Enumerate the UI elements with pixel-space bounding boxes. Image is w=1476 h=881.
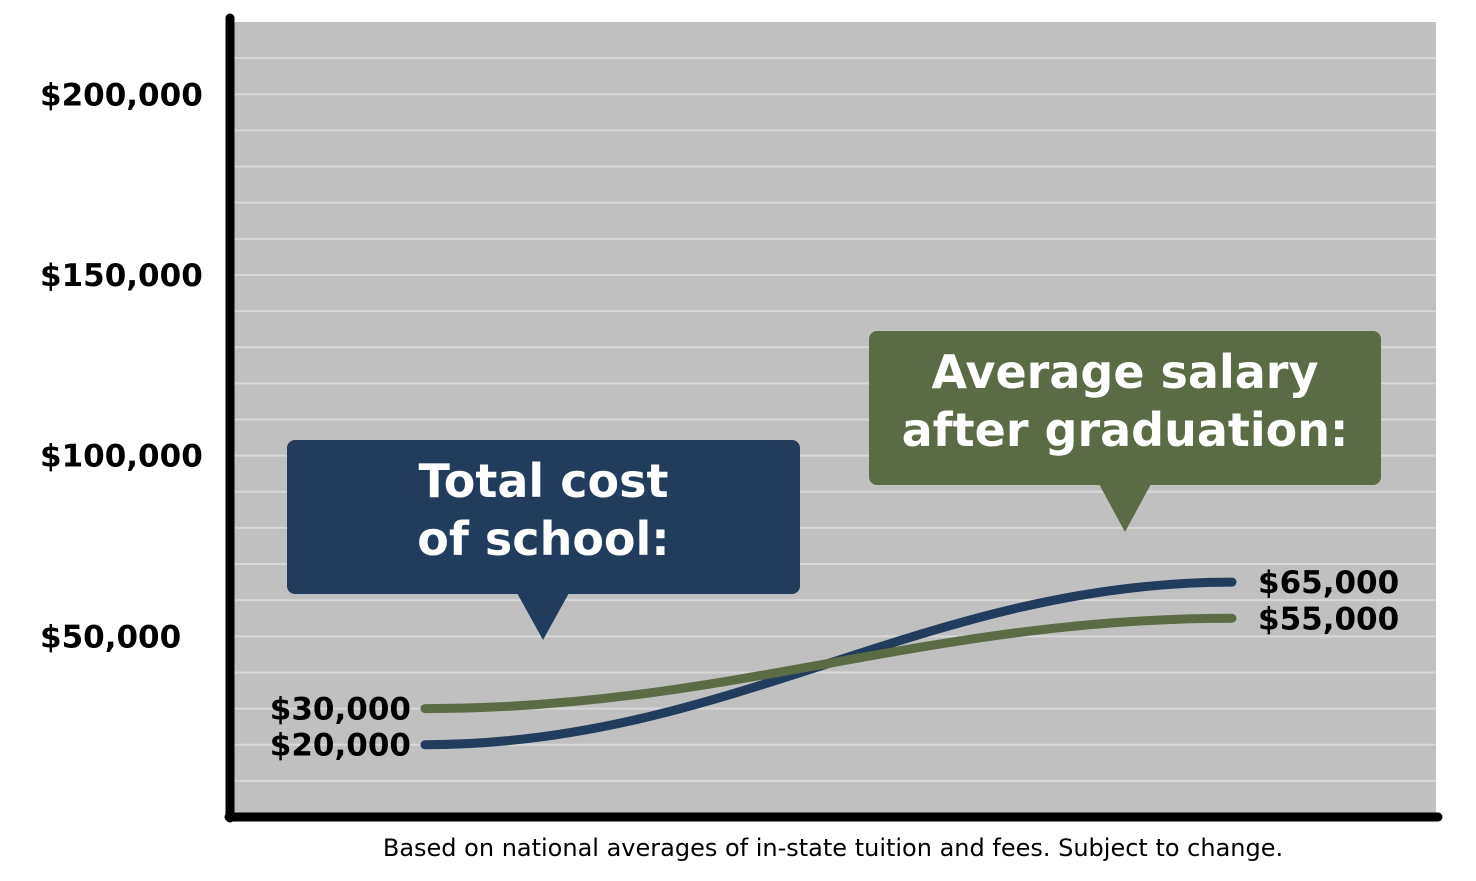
y-tick-label: $200,000: [40, 77, 203, 113]
start-value-label-salary: $30,000: [270, 692, 411, 728]
callout-box-cost: [287, 440, 800, 594]
series-lines: [420, 577, 1237, 750]
axes: [224, 13, 1443, 823]
y-tick-label: $50,000: [40, 619, 181, 655]
salary-vs-cost-chart: $50,000$100,000$150,000$200,000 $20,000$…: [40, 13, 1443, 823]
series-line-salary: [420, 613, 1237, 714]
footnote: Based on national averages of in-state t…: [382, 834, 1284, 862]
callout-text-line: Total cost: [419, 454, 669, 508]
callout-box-salary: [869, 331, 1381, 485]
callout-pointer-salary: [1099, 484, 1151, 532]
data-labels: $20,000 $65,000 $30,000 $55,000: [270, 565, 1399, 764]
callout-text-line: after graduation:: [902, 403, 1349, 457]
y-tick-label: $100,000: [40, 439, 203, 475]
y-tick-label: $150,000: [40, 258, 203, 294]
callout-text-line: Average salary: [932, 345, 1319, 399]
y-axis-ticks: $50,000 $100,000 $150,000 $200,000: [40, 77, 203, 655]
end-value-label-salary: $55,000: [1258, 601, 1399, 637]
start-value-label-cost: $20,000: [270, 728, 411, 764]
callout-text-line: of school:: [417, 512, 669, 566]
end-value-label-cost: $65,000: [1258, 565, 1399, 601]
callout-pointer-cost: [517, 593, 569, 640]
